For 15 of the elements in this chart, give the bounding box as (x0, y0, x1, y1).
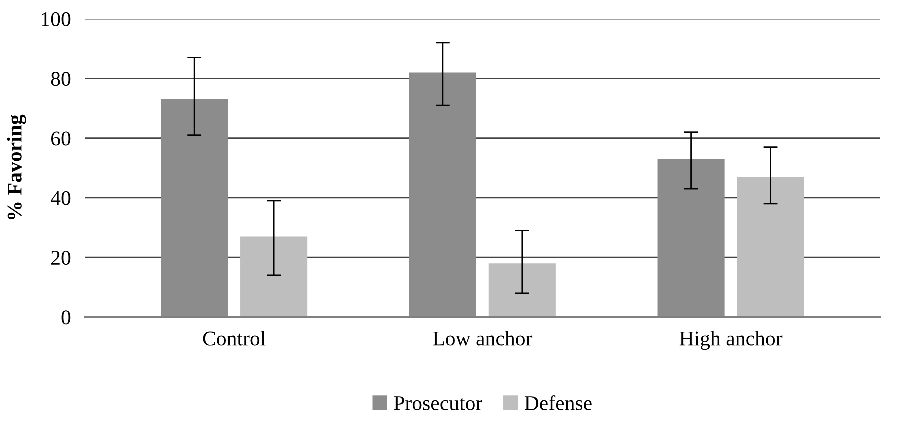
y-tick-label: 80 (51, 72, 71, 86)
legend-label: Prosecutor (394, 396, 482, 410)
bar (488, 264, 556, 318)
x-tick-label: Low anchor (433, 331, 533, 346)
x-tick-label: High anchor (680, 331, 783, 350)
legend-label: Defense (524, 396, 592, 410)
y-tick-label: 40 (50, 191, 71, 206)
y-tick-label: 100 (42, 12, 71, 26)
y-tick-label: 20 (52, 250, 71, 266)
y-tick-label: 0 (62, 310, 71, 325)
y-axis-title: % Favoring (7, 114, 26, 220)
bar (240, 236, 308, 318)
bar (737, 177, 804, 318)
x-tick-label: Control (203, 331, 266, 346)
y-tick-label: 60 (51, 132, 71, 146)
